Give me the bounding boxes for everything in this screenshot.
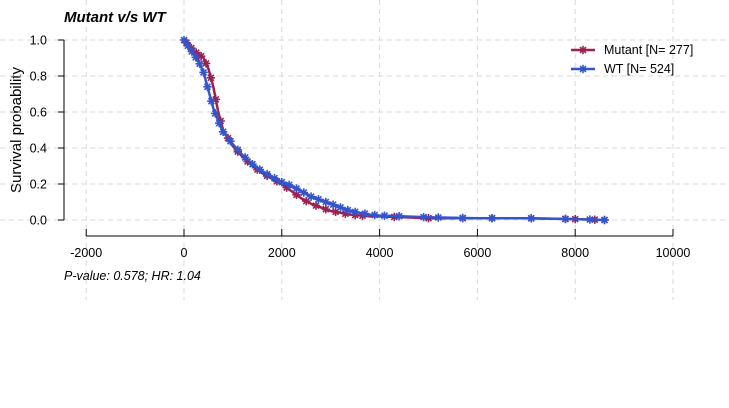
censor-mark-wt-10 <box>218 127 228 136</box>
censor-mark-wt-16 <box>262 169 272 179</box>
censor-mark-wt-32 <box>394 212 404 221</box>
series-line-mutant <box>183 39 605 222</box>
censor-mark-wt-17 <box>270 173 279 183</box>
censor-mark-wt-33 <box>419 212 428 222</box>
legend-wt-marker <box>578 64 588 74</box>
legend-mutant-marker <box>578 45 588 55</box>
x-tick-label-2: 2000 <box>268 246 296 260</box>
y-tick-label-1: 0.2 <box>30 178 47 192</box>
censor-mark-wt-26 <box>336 203 345 212</box>
censor-mark-wt-14 <box>248 160 257 169</box>
axes-layer: 0.0 0.2 0.4 0.6 0.8 1.0 -2000 0 2000 4000 6000 8000… <box>30 34 691 261</box>
censor-mark-wt-36 <box>487 214 497 223</box>
censor-mark-wt-6 <box>203 82 212 91</box>
censor-mark-mutant-18 <box>321 205 331 214</box>
censor-mark-wt-2 <box>187 47 197 56</box>
censor-mark-wt-7 <box>207 97 216 106</box>
legend-marker-glyph-0 <box>578 45 588 55</box>
censor-mark-wt-4 <box>195 59 204 68</box>
y-tick-label-2: 0.4 <box>30 142 47 156</box>
legend-item-wt: WT [N= 524] <box>571 62 674 76</box>
censor-mark-wt-38 <box>561 214 570 224</box>
x-tick-label-3: 4000 <box>366 246 394 260</box>
censor-mark-wt-11 <box>226 137 235 146</box>
censor-mark-mutant-15 <box>292 190 301 199</box>
censor-mark-wt-0 <box>179 35 189 45</box>
legend-mutant-label: Mutant [N= 277] <box>604 43 693 57</box>
censor-mark-wt-29 <box>360 209 370 218</box>
y-tick-label-3: 0.6 <box>30 106 47 120</box>
censor-mark-wt-18 <box>277 178 286 187</box>
censor-mark-mutant-3 <box>196 52 206 61</box>
censor-mark-wt-15 <box>255 165 264 174</box>
censor-mark-wt-12 <box>233 145 242 154</box>
censor-mark-wt-5 <box>199 68 208 77</box>
series-wt <box>179 35 609 225</box>
censor-mark-wt-1 <box>183 41 193 50</box>
censor-mark-mutant-17 <box>311 201 321 210</box>
x-tick-label-0: -2000 <box>70 246 102 260</box>
censor-mark-wt-23 <box>314 195 323 204</box>
series-line-wt <box>182 39 605 222</box>
censor-mark-wt-13 <box>240 153 250 162</box>
legend: Mutant [N= 277] WT [N= 524] <box>571 43 693 76</box>
censor-mark-wt-30 <box>370 210 379 220</box>
censor-mark-wt-40 <box>600 215 609 225</box>
censor-mark-wt-19 <box>284 180 294 190</box>
y-tick-label-0: 0.0 <box>30 214 47 228</box>
censor-mark-wt-34 <box>434 213 443 222</box>
censor-mark-wt-39 <box>585 215 595 224</box>
censor-mark-wt-31 <box>380 211 389 220</box>
stats-annotation: P-value: 0.578; HR: 1.04 <box>64 269 201 283</box>
legend-marker-glyph-1 <box>578 64 588 74</box>
censor-mark-wt-22 <box>306 192 316 201</box>
x-tick-label-5: 8000 <box>561 246 589 260</box>
series-mutant <box>182 38 609 225</box>
legend-item-mutant: Mutant [N= 277] <box>571 43 693 57</box>
censor-mark-wt-25 <box>328 200 338 209</box>
y-tick-label-5: 1.0 <box>30 34 47 48</box>
x-tick-label-1: 0 <box>181 246 188 260</box>
y-tick-label-4: 0.8 <box>30 70 47 84</box>
censor-mark-mutant-5 <box>206 73 216 82</box>
y-axis-label: Survival probability <box>8 67 25 193</box>
censor-mark-wt-37 <box>526 214 536 223</box>
censor-mark-wt-28 <box>350 207 360 217</box>
censor-mark-wt-9 <box>215 118 224 128</box>
series-layer <box>179 35 609 225</box>
censor-mark-wt-20 <box>292 184 301 193</box>
censor-mark-wt-3 <box>191 53 200 62</box>
legend-wt-label: WT [N= 524] <box>604 62 674 76</box>
censor-mark-wt-8 <box>211 109 220 118</box>
censor-mark-wt-35 <box>458 213 467 223</box>
censor-mark-wt-24 <box>321 197 331 207</box>
censor-mark-wt-21 <box>299 188 308 197</box>
x-tick-label-4: 6000 <box>463 246 491 260</box>
chart-title: Mutant v/s WT <box>64 9 167 26</box>
censor-mark-wt-27 <box>343 205 353 215</box>
x-tick-label-6: 10000 <box>656 246 691 260</box>
